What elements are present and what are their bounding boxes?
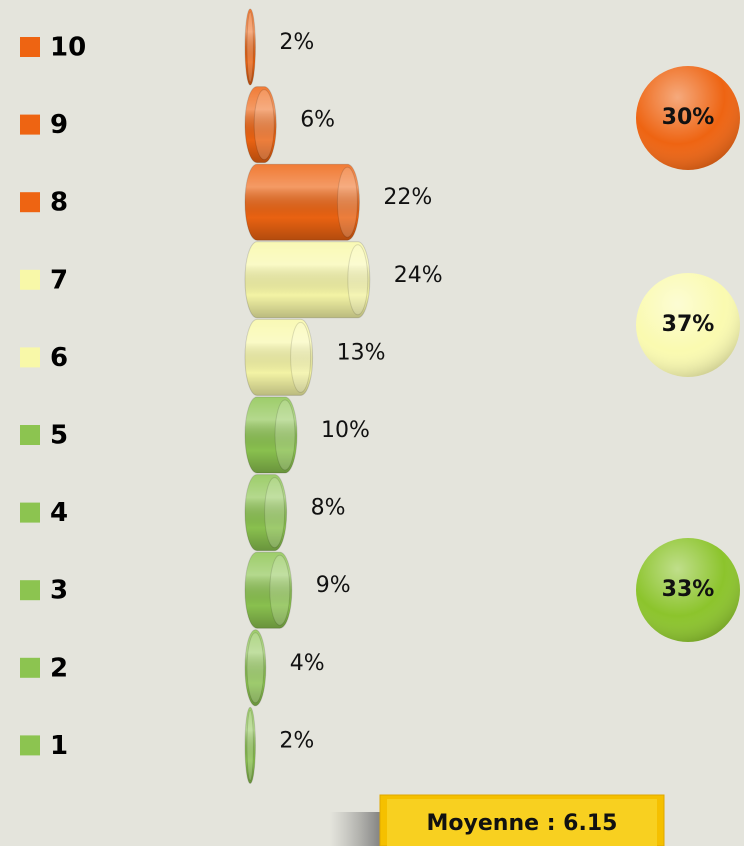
shadow <box>330 812 382 846</box>
category-label: 7 <box>50 265 68 295</box>
category-label: 10 <box>50 33 86 63</box>
bar-cap <box>290 321 312 393</box>
bar-cap <box>246 632 265 704</box>
category-label: 9 <box>50 110 68 140</box>
legend-swatch <box>20 735 40 756</box>
category-label: 4 <box>50 498 68 528</box>
legend-swatch <box>20 37 40 57</box>
legend-swatch <box>20 347 40 368</box>
category-label: 6 <box>50 343 68 373</box>
bar-cap <box>253 89 275 161</box>
legend-swatch <box>20 114 40 135</box>
category-label: 8 <box>50 188 68 218</box>
group-label: 30% <box>662 105 715 130</box>
bar-shine <box>245 474 287 551</box>
bar-shine <box>245 86 277 163</box>
bar-cap <box>264 477 286 549</box>
value-label: 13% <box>337 340 386 365</box>
legend-swatch <box>20 502 40 523</box>
bar-shine <box>245 9 256 85</box>
value-label: 9% <box>316 573 351 598</box>
bar-shine <box>245 629 266 706</box>
value-label: 4% <box>290 651 325 676</box>
bar-cap <box>269 554 291 626</box>
value-label: 2% <box>279 30 314 55</box>
category-label: 2 <box>50 653 68 683</box>
bar-shine <box>245 707 256 784</box>
value-label: 6% <box>300 108 335 133</box>
group-label: 37% <box>662 312 715 337</box>
average-box-inner <box>387 799 657 846</box>
bar-shine <box>245 397 297 473</box>
legend-swatch <box>20 425 40 445</box>
value-label: 2% <box>279 728 314 753</box>
value-label: 24% <box>394 263 443 288</box>
bar-shine <box>245 319 313 396</box>
legend-swatch <box>20 269 40 290</box>
bar-cap <box>336 166 358 238</box>
category-label: 3 <box>50 576 68 606</box>
category-label: 5 <box>50 421 68 451</box>
group-label: 33% <box>662 577 715 602</box>
category-label: 1 <box>50 731 68 761</box>
bar-cap <box>246 11 254 83</box>
group-bubble-shine <box>636 538 740 642</box>
bar-shine <box>245 241 370 318</box>
average-label: Moyenne : 6.15 <box>427 811 618 836</box>
group-bubble-shine <box>636 273 740 377</box>
group-bubble-shine <box>636 66 740 170</box>
value-label: 22% <box>383 185 432 210</box>
legend-swatch <box>20 657 40 678</box>
bar-cap <box>246 709 254 781</box>
bar-shine <box>245 552 292 629</box>
bar-cap <box>347 244 369 316</box>
legend-swatch <box>20 580 40 601</box>
bar-cap <box>274 399 296 471</box>
legend-swatch <box>20 192 40 213</box>
value-label: 8% <box>311 496 346 521</box>
value-label: 10% <box>321 418 370 443</box>
bar-shine <box>245 164 360 241</box>
